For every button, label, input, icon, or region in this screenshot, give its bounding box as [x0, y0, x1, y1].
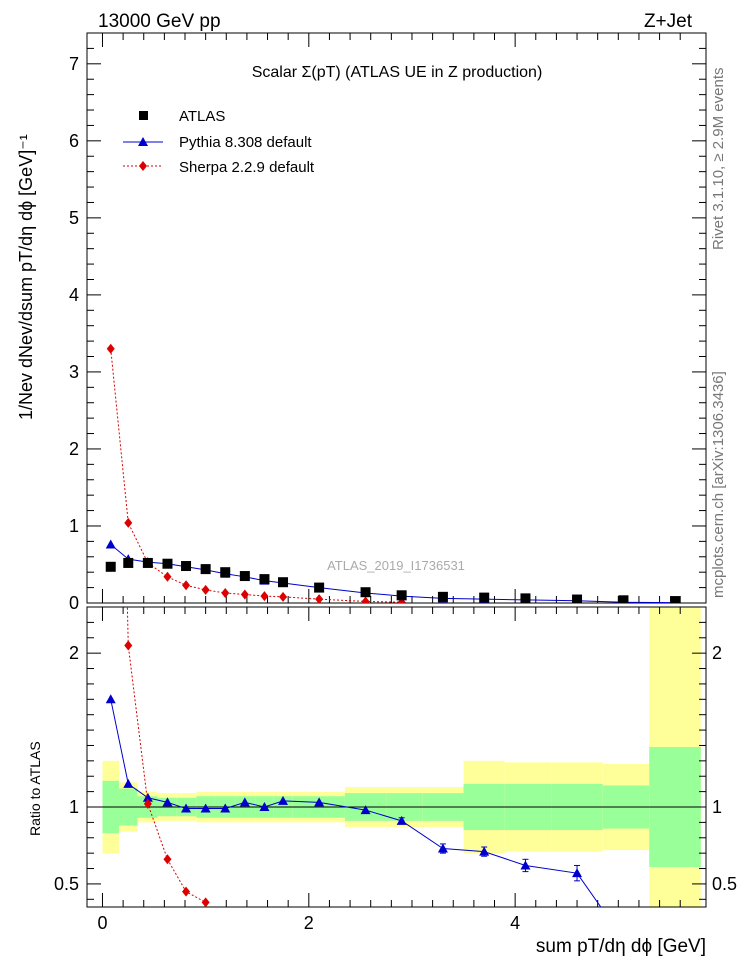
ratio-point-diamond [182, 886, 191, 897]
y-tick-label-main: 2 [69, 439, 79, 459]
main-point-square [520, 593, 531, 603]
ratio-point-triangle [520, 860, 531, 870]
legend: ATLAS Pythia 8.308 default Sherpa 2.2.9 … [123, 108, 315, 176]
ratio-point-triangle [181, 803, 192, 813]
ratio-y-tick-label-right: 0.5 [712, 874, 737, 894]
ratio-point-triangle [437, 843, 448, 853]
main-point-square [670, 596, 681, 603]
y-tick-label-main: 3 [69, 362, 79, 382]
legend-atlas-label: ATLAS [179, 108, 225, 125]
header-right: Z+Jet [644, 11, 693, 32]
main-point-square [181, 561, 192, 572]
main-point-diamond [182, 580, 191, 591]
y-tick-label-main: 4 [69, 285, 79, 305]
main-point-diamond [279, 591, 288, 602]
ratio-y-tick-label-right: 1 [712, 797, 722, 817]
legend-sherpa-marker [139, 161, 147, 171]
main-point-diamond [201, 584, 210, 595]
ratio-point-triangle [220, 803, 231, 813]
x-tick-label: 2 [304, 913, 314, 933]
main-point-diamond [106, 343, 115, 354]
ratio-line-diamond [126, 607, 206, 903]
ratio-point-triangle [105, 694, 116, 704]
ratio-point-triangle [259, 802, 270, 811]
y-axis-label-main: 1/Nev dNev/dsum pT/dη dϕ [GeV]⁻¹ [16, 134, 36, 420]
main-point-diamond [260, 591, 269, 602]
main-line-triangle [110, 544, 676, 603]
main-point-square [239, 571, 250, 582]
ratio-point-triangle [479, 846, 490, 856]
main-point-square [278, 577, 289, 588]
x-axis-label: sum pT/dη dϕ [GeV] [536, 936, 706, 957]
ratio-point-diamond [163, 854, 172, 865]
main-point-square [259, 574, 270, 585]
legend-sherpa-label: Sherpa 2.2.9 default [179, 159, 315, 176]
ratio-y-tick-label-right: 2 [712, 643, 722, 663]
main-point-square [572, 594, 583, 603]
main-point-square [314, 582, 325, 593]
main-point-triangle [105, 539, 116, 549]
ratio-point-triangle [572, 868, 583, 878]
header-left: 13000 GeV pp [98, 11, 221, 32]
main-point-diamond [221, 587, 230, 598]
ratio-point-triangle [162, 797, 173, 807]
main-point-diamond [240, 589, 249, 600]
y-tick-label-main: 1 [69, 516, 79, 536]
main-point-square [105, 561, 116, 572]
main-point-square [396, 590, 407, 601]
main-point-square [220, 567, 231, 578]
ratio-point-triangle [314, 797, 325, 807]
main-point-diamond [163, 571, 172, 582]
ratio-panel-frame [86, 606, 707, 908]
main-point-square [437, 591, 448, 602]
legend-pythia-marker [138, 137, 148, 146]
y-tick-label-main: 5 [69, 208, 79, 228]
legend-atlas-marker [139, 111, 148, 120]
main-point-diamond [361, 596, 370, 603]
analysis-watermark: ATLAS_2019_I1736531 [327, 558, 465, 573]
main-point-square [142, 557, 153, 568]
x-tick-label: 4 [510, 913, 520, 933]
main-point-diamond [315, 594, 324, 603]
ratio-point-triangle [123, 778, 134, 788]
y-tick-label-main: 0 [69, 593, 79, 613]
ratio-y-tick-label-left: 0.5 [54, 874, 79, 894]
main-point-square [200, 564, 211, 575]
ratio-point-triangle [360, 805, 371, 815]
y-axis-label-ratio: Ratio to ATLAS [27, 741, 43, 836]
chart-marks: 0 1 2 3 4 5 6 7 0.5 0.5 1 1 2 2 0 2 4 [54, 32, 737, 933]
ratio-point-diamond [124, 640, 133, 651]
legend-pythia-label: Pythia 8.308 default [179, 134, 312, 151]
ratio-y-tick-label-left: 1 [69, 797, 79, 817]
ratio-point-triangle [200, 803, 211, 813]
ratio-y-tick-label-left: 2 [69, 643, 79, 663]
ratio-line-triangle [110, 699, 602, 907]
x-tick-label: 0 [97, 913, 107, 933]
ratio-point-triangle [142, 792, 153, 802]
main-point-square [123, 557, 134, 568]
site-label: mcplots.cern.ch [arXiv:1306.3436] [710, 371, 727, 598]
main-point-square [162, 558, 173, 569]
main-point-square [360, 587, 371, 598]
main-point-square [618, 595, 629, 603]
ratio-point-diamond [201, 897, 210, 907]
rivet-label: Rivet 3.1.10, ≥ 2.9M events [710, 68, 727, 251]
plot-title: Scalar Σ(pT) (ATLAS UE in Z production) [252, 64, 543, 81]
ratio-point-triangle [278, 795, 289, 805]
main-panel-frame [86, 32, 707, 604]
ratio-point-triangle [239, 797, 250, 807]
y-tick-label-main: 6 [69, 131, 79, 151]
y-tick-label-main: 7 [69, 54, 79, 74]
ratio-point-diamond [143, 798, 152, 809]
main-point-square [479, 592, 490, 603]
main-point-diamond [124, 517, 133, 528]
ratio-point-triangle [396, 815, 407, 825]
